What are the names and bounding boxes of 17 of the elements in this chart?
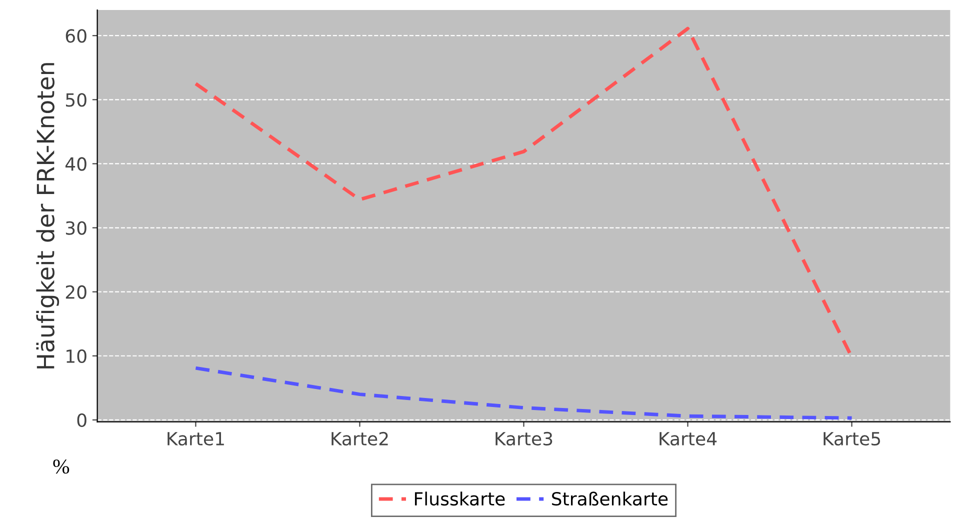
y-tick-label: 0 — [77, 413, 86, 428]
legend-label: Straßenkarte — [552, 492, 668, 506]
x-tick-label: Karte5 — [824, 432, 880, 446]
x-tick-label: Karte3 — [496, 432, 552, 446]
y-tick-label: 20 — [66, 285, 86, 299]
x-tick-label: Karte4 — [660, 432, 717, 446]
line-series — [194, 366, 854, 420]
y-tick-label: 10 — [66, 349, 86, 363]
y-tick-label: 40 — [65, 157, 86, 171]
y-axis-title: Häufigkeit der FRK-Knoten — [36, 63, 60, 368]
x-tick-label: Karte2 — [332, 432, 388, 446]
y-tick-label: 60 — [66, 29, 86, 43]
text: % — [53, 460, 70, 474]
legend-label: Flusskarte — [414, 492, 505, 506]
y-tick-label: 50 — [66, 93, 86, 107]
x-tick-label: Karte1 — [168, 432, 224, 446]
y-tick-label: 30 — [66, 221, 86, 235]
